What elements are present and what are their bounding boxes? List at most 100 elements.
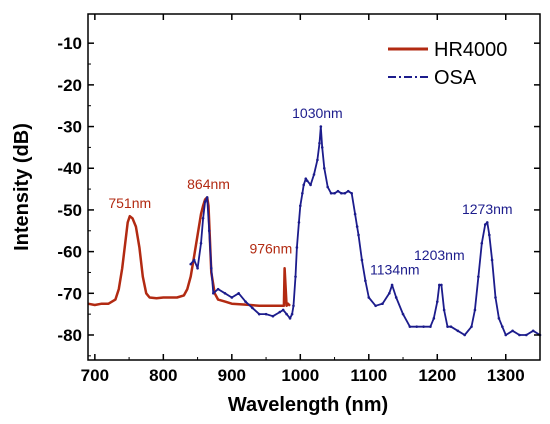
osa-point — [501, 325, 504, 328]
y-tick-label: -30 — [57, 118, 82, 137]
osa-point — [318, 141, 321, 145]
osa-point — [525, 333, 528, 337]
osa-point — [264, 312, 268, 316]
osa-point — [196, 266, 199, 270]
peak-annotation: 1134nm — [370, 262, 420, 278]
osa-point — [360, 258, 364, 262]
osa-point — [408, 325, 412, 328]
osa-point — [390, 283, 394, 287]
osa-point — [301, 191, 304, 195]
osa-point — [207, 229, 211, 233]
osa-point — [294, 275, 297, 278]
osa-point — [485, 221, 489, 224]
peak-annotation: 1203nm — [414, 247, 465, 263]
osa-point — [367, 296, 371, 299]
series-layer — [87, 125, 542, 337]
osa-point — [470, 325, 473, 328]
osa-point — [518, 333, 521, 337]
osa-point — [312, 173, 316, 176]
osa-point — [203, 200, 207, 203]
osa-point — [374, 304, 377, 308]
osa-point — [295, 246, 299, 249]
osa-point — [364, 279, 367, 283]
y-tick-label: -60 — [57, 243, 82, 262]
osa-point — [463, 333, 466, 337]
osa-point — [302, 183, 306, 187]
osa-point — [336, 189, 340, 193]
x-axis-title: Wavelength (nm) — [228, 394, 388, 416]
osa-point — [381, 302, 384, 306]
x-tick-label: 700 — [81, 366, 109, 385]
y-tick-label: -20 — [57, 76, 82, 95]
osa-point — [432, 317, 436, 320]
series-line-osa — [190, 125, 541, 336]
osa-point — [350, 191, 353, 195]
osa-point — [278, 310, 282, 314]
osa-point — [288, 317, 292, 320]
osa-point — [355, 225, 359, 228]
osa-point — [440, 283, 443, 287]
osa-point — [244, 300, 247, 303]
osa-point — [251, 306, 254, 310]
osa-point — [401, 312, 405, 316]
osa-point — [504, 333, 508, 337]
osa-point — [299, 204, 302, 208]
legend-label-hr4000: HR4000 — [434, 39, 507, 61]
y-tick-label: -80 — [57, 326, 82, 345]
y-tick-label: -40 — [57, 159, 82, 178]
osa-point — [326, 185, 329, 189]
osa-point — [305, 179, 309, 183]
x-tick-label: 1100 — [350, 366, 387, 385]
osa-point — [199, 241, 203, 245]
legend: HR4000 OSA — [388, 39, 507, 89]
x-tick-label: 800 — [149, 366, 177, 385]
y-tick-label: -50 — [57, 201, 82, 220]
peak-annotation: 1273nm — [462, 201, 513, 217]
osa-point — [357, 233, 360, 237]
osa-point — [473, 308, 477, 312]
osa-point — [297, 221, 301, 224]
osa-point — [511, 329, 514, 333]
series-line-hr4000 — [87, 196, 291, 308]
osa-point — [480, 241, 484, 245]
osa-point — [257, 312, 261, 316]
legend-label-osa: OSA — [434, 67, 477, 89]
osa-point — [340, 191, 343, 195]
osa-point — [309, 183, 312, 187]
osa-point — [216, 287, 220, 291]
osa-point — [205, 196, 209, 199]
osa-point — [497, 317, 501, 320]
osa-point — [281, 308, 285, 312]
osa-point — [415, 325, 419, 328]
osa-point — [209, 266, 213, 270]
osa-point — [449, 325, 453, 328]
osa-point — [329, 191, 333, 195]
osa-point — [322, 166, 326, 170]
osa-point — [435, 300, 439, 303]
osa-point — [212, 292, 215, 295]
osa-point — [319, 125, 323, 128]
osa-point — [285, 312, 288, 316]
y-tick-label: -70 — [57, 284, 82, 303]
peak-annotation: 1030nm — [292, 105, 343, 121]
osa-point — [292, 304, 295, 308]
osa-point — [531, 329, 535, 333]
osa-point — [271, 314, 275, 318]
osa-point — [388, 292, 391, 295]
osa-point — [422, 325, 425, 328]
osa-point — [290, 312, 294, 316]
osa-point — [490, 258, 494, 262]
osa-point — [494, 296, 497, 299]
osa-point — [456, 329, 460, 333]
plot-frame — [87, 13, 541, 361]
x-tick-label: 1200 — [418, 366, 456, 385]
osa-point — [353, 212, 357, 216]
osa-point — [201, 216, 205, 220]
osa-point — [304, 177, 308, 180]
y-axis-title: Intensity (dB) — [11, 123, 33, 251]
x-tick-label: 900 — [218, 366, 246, 385]
osa-point — [438, 283, 441, 287]
x-tick-label: 1000 — [281, 366, 319, 385]
